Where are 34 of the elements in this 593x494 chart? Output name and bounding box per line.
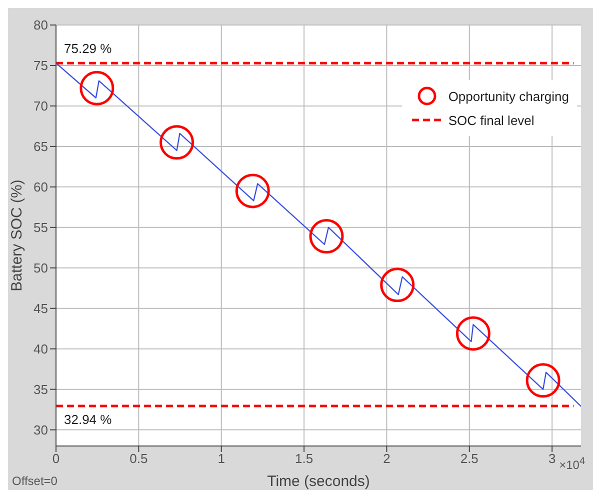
legend-label: SOC final level: [448, 112, 534, 128]
legend-label: Opportunity charging: [448, 88, 569, 104]
x-tick-label: 1: [218, 451, 225, 466]
y-tick-label: 35: [34, 382, 48, 397]
point: [456, 316, 490, 351]
x-tick-label: 1.5: [294, 451, 314, 466]
y-tick-label: 55: [34, 220, 48, 236]
y-tick-label: 50: [34, 260, 48, 276]
y-tick-label: 65: [34, 139, 48, 154]
x-axis-title: Time (seconds): [267, 473, 370, 490]
y-axis-title: Battery SOC (%): [8, 180, 26, 292]
text: ×10$^{4}$: [559, 456, 585, 472]
annotation: 75.29 %: [64, 41, 112, 56]
y-tick-label: 30: [34, 422, 48, 438]
y-tick-label: 75: [34, 58, 48, 74]
point: [160, 125, 194, 160]
y-tick-label: 45: [34, 300, 48, 316]
y-tick-label: 60: [34, 180, 48, 195]
x-tick-label: 2.5: [460, 451, 478, 466]
x-tick-label: 0: [52, 451, 60, 466]
point: [80, 70, 114, 106]
point: [380, 268, 415, 302]
annotation: 32.94 %: [64, 412, 112, 428]
x-tick-label: 2: [383, 451, 390, 466]
y-tick-label: 40: [34, 341, 48, 356]
line-series: [56, 62, 581, 407]
text: Offset=0: [12, 474, 58, 488]
point: [526, 363, 560, 398]
x-tick-label: 0.5: [130, 451, 148, 466]
point: [235, 174, 270, 208]
point: [309, 219, 344, 254]
y-tick-label: 80: [34, 18, 48, 33]
y-tick-label: 70: [34, 98, 48, 114]
x-tick-label: 3: [548, 451, 556, 466]
